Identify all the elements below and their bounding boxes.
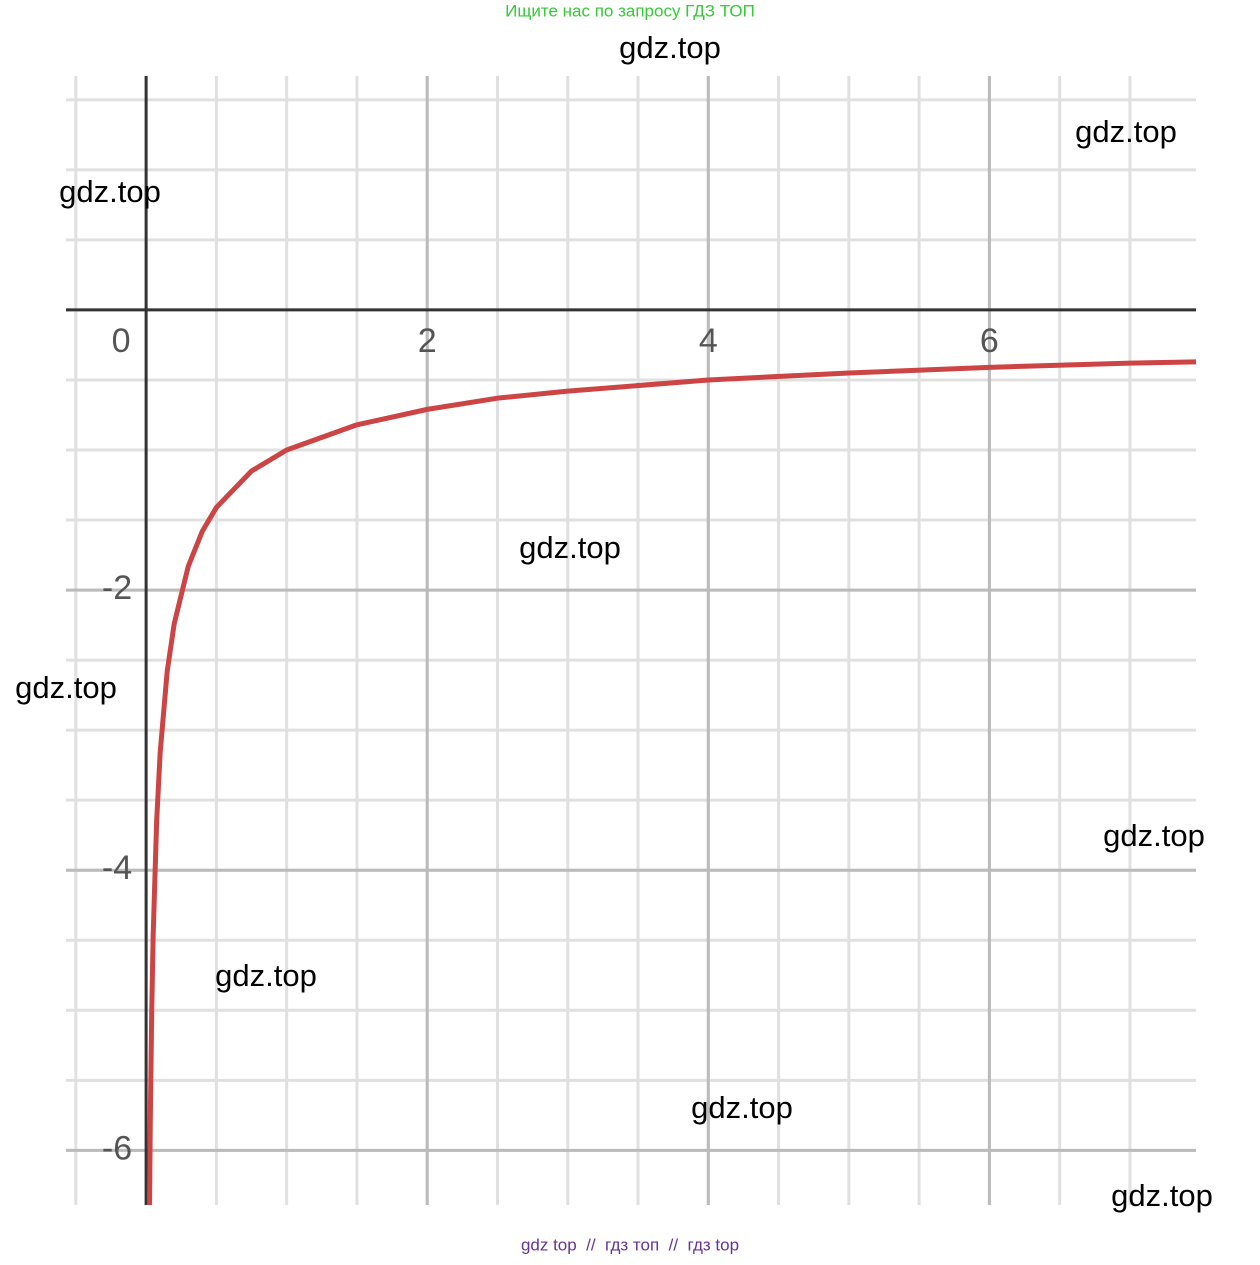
watermark: gdz.top [691,1090,793,1125]
y-tick-label: -2 [102,569,132,607]
y-tick-label: -4 [102,849,132,887]
watermark: gdz.top [619,30,721,65]
x-tick-label: 0 [112,322,131,360]
y-tick-label: -6 [102,1129,132,1167]
watermark: gdz.top [519,530,621,565]
x-tick-label: 4 [699,322,718,360]
x-tick-label: 2 [418,322,437,360]
watermark: gdz.top [59,174,161,209]
watermark: gdz.top [1111,1178,1213,1213]
watermark: gdz.top [15,670,117,705]
x-tick-label: 6 [980,322,999,360]
watermark: gdz.top [1103,818,1205,853]
footer-text: gdz top // гдз топ // гдз top [521,1235,739,1254]
header-text: Ищите нас по запросу ГДЗ ТОП [505,1,755,20]
watermark: gdz.top [215,958,317,993]
watermark: gdz.top [1075,114,1177,149]
curve [147,359,1196,1205]
